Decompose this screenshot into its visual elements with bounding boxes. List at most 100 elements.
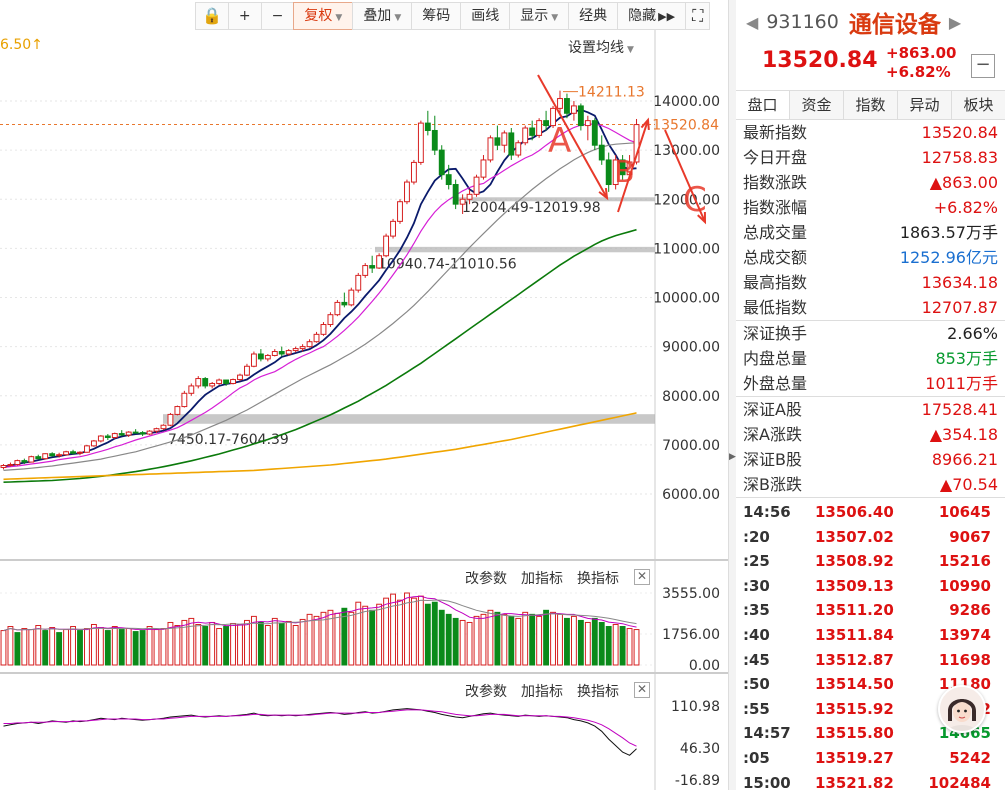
tick-volume: 11698 [938, 650, 991, 669]
tab-funds[interactable]: 资金 [790, 91, 844, 119]
adjust-button[interactable]: 复权 ▼ [293, 2, 353, 30]
zoom-in-button[interactable]: + [227, 2, 261, 30]
collapse-arrow-icon[interactable]: ▶ [729, 452, 736, 462]
tick-price: 13511.84 [815, 625, 894, 644]
tab-sector[interactable]: 板块 [952, 91, 1005, 119]
volume-bar [230, 622, 236, 666]
tick-list[interactable]: 14:56 13506.40 10645:20 13507.02 9067:25 1350… [736, 498, 1005, 795]
volume-bar [202, 626, 209, 666]
caret-down-icon: ▼ [551, 13, 559, 23]
tab-orderbook[interactable]: 盘口 [736, 91, 790, 119]
stat-value: 13634.18 [921, 273, 998, 292]
stat-label: 深证B股 [743, 450, 802, 469]
kline-chart-svg[interactable]: 6000.00 7000.00 8000.00 9000.00 10000.00 1100… [0, 0, 728, 790]
volume-bar [14, 632, 21, 666]
candle-body [7, 464, 14, 467]
stat-value: 853 [935, 349, 966, 368]
classic-button[interactable]: 经典 [568, 2, 618, 30]
tab-index[interactable]: 指数 [844, 91, 898, 119]
zoom-out-button[interactable]: − [260, 2, 294, 30]
candle-body [529, 127, 536, 136]
vol-param-button[interactable]: 改参数 [465, 571, 507, 587]
chart-area[interactable]: 6000.00 7000.00 8000.00 9000.00 10000.00 1100… [0, 0, 728, 790]
next-arrow-icon[interactable]: ▶ [948, 12, 962, 32]
candle-body [153, 428, 160, 432]
candle-body [397, 201, 403, 222]
tick-row: :25 13508.92 15216 [736, 549, 1005, 574]
prev-arrow-icon[interactable]: ◀ [746, 12, 759, 32]
volume-bar [90, 623, 97, 666]
candle-body [209, 382, 216, 387]
tab-movement[interactable]: 异动 [898, 91, 952, 119]
candle-body [264, 354, 271, 360]
ind-add-indicator-button[interactable]: 加指标 [521, 684, 563, 700]
tick-row: :05 13519.27 5242 [736, 746, 1005, 771]
change-block: +863.00 +6.82% [886, 44, 956, 82]
volume-bar [494, 611, 501, 666]
change-value: +863.00 [886, 44, 957, 62]
assistant-avatar[interactable] [938, 685, 986, 733]
vol-add-indicator-button[interactable]: 加指标 [521, 571, 563, 587]
fullscreen-button[interactable]: ⛶ [685, 2, 711, 30]
stat-label: 外盘总量 [743, 374, 808, 393]
vol-y-label: 1756.00 [662, 627, 720, 643]
lock-button[interactable]: 🔒 [195, 2, 228, 30]
volume-bar [223, 626, 230, 666]
stat-label: 今日开盘 [743, 148, 808, 167]
candle-body [195, 378, 202, 387]
chips-button[interactable]: 筹码 [411, 2, 461, 30]
candle-body [160, 424, 167, 430]
tick-time: :50 [743, 675, 770, 694]
stat-unit: 亿元 [965, 248, 998, 267]
stat-label: 总成交量 [743, 223, 808, 242]
volume-bar [473, 615, 480, 666]
hide-button[interactable]: 隐藏 ▶▶ [617, 2, 686, 30]
vol-swap-indicator-button[interactable]: 换指标 [577, 571, 619, 587]
volume-bar [445, 613, 452, 666]
stat-row: 最高指数 13634.18 [736, 270, 1005, 295]
candle-body [515, 142, 522, 156]
candle-body [90, 440, 97, 447]
candle-body [619, 159, 626, 176]
vol-close-icon[interactable]: ✕ [634, 569, 650, 585]
y-tick-label: 11000.00 [653, 241, 720, 257]
tick-time: :05 [743, 748, 770, 767]
candle-body [327, 314, 334, 326]
candle-body [564, 98, 570, 114]
stat-value-wrap: 12707.87 [922, 295, 998, 320]
overlay-button[interactable]: 叠加 ▼ [352, 2, 412, 30]
tick-row: :20 13507.02 9067 [736, 525, 1005, 550]
stat-value-wrap: 12758.83 [922, 145, 998, 170]
ind-close-icon[interactable]: ✕ [634, 682, 650, 698]
display-button[interactable]: 显示 ▼ [509, 2, 569, 30]
tick-price: 13514.50 [815, 675, 894, 694]
volume-bar [42, 630, 49, 666]
ma-line [3, 228, 637, 483]
volume-bar [160, 628, 167, 666]
stat-row: 最低指数 12707.87 [736, 295, 1005, 320]
stat-row: 总成交量 1863.57万手 [736, 220, 1005, 245]
stat-unit: 万手 [965, 223, 998, 242]
ind-y-label: -16.89 [675, 773, 720, 789]
draw-line-button[interactable]: 画线 [460, 2, 510, 30]
candle-body [591, 120, 598, 146]
tick-time: :55 [743, 699, 770, 718]
candle-body [230, 379, 236, 384]
ind-swap-indicator-button[interactable]: 换指标 [577, 684, 619, 700]
tick-price: 13508.92 [815, 552, 894, 571]
candle-body [70, 451, 76, 454]
candle-body [146, 430, 153, 435]
volume-bar [334, 612, 341, 666]
volume-bar [104, 630, 111, 666]
ma-settings-button[interactable]: 设置均线 ▼ [568, 40, 634, 56]
tick-volume: 10990 [938, 576, 991, 595]
stat-value-wrap: 1863.57万手 [900, 220, 998, 245]
volume-bar [466, 621, 473, 666]
candle-body [299, 346, 306, 350]
remove-watchlist-button[interactable]: − [971, 54, 995, 78]
ind-param-button[interactable]: 改参数 [465, 684, 507, 700]
support-zone [455, 197, 655, 202]
annotation-arrowhead [640, 117, 650, 131]
double-chevron-right-icon: ▶▶ [658, 10, 676, 23]
annotation-label: C [683, 180, 707, 220]
